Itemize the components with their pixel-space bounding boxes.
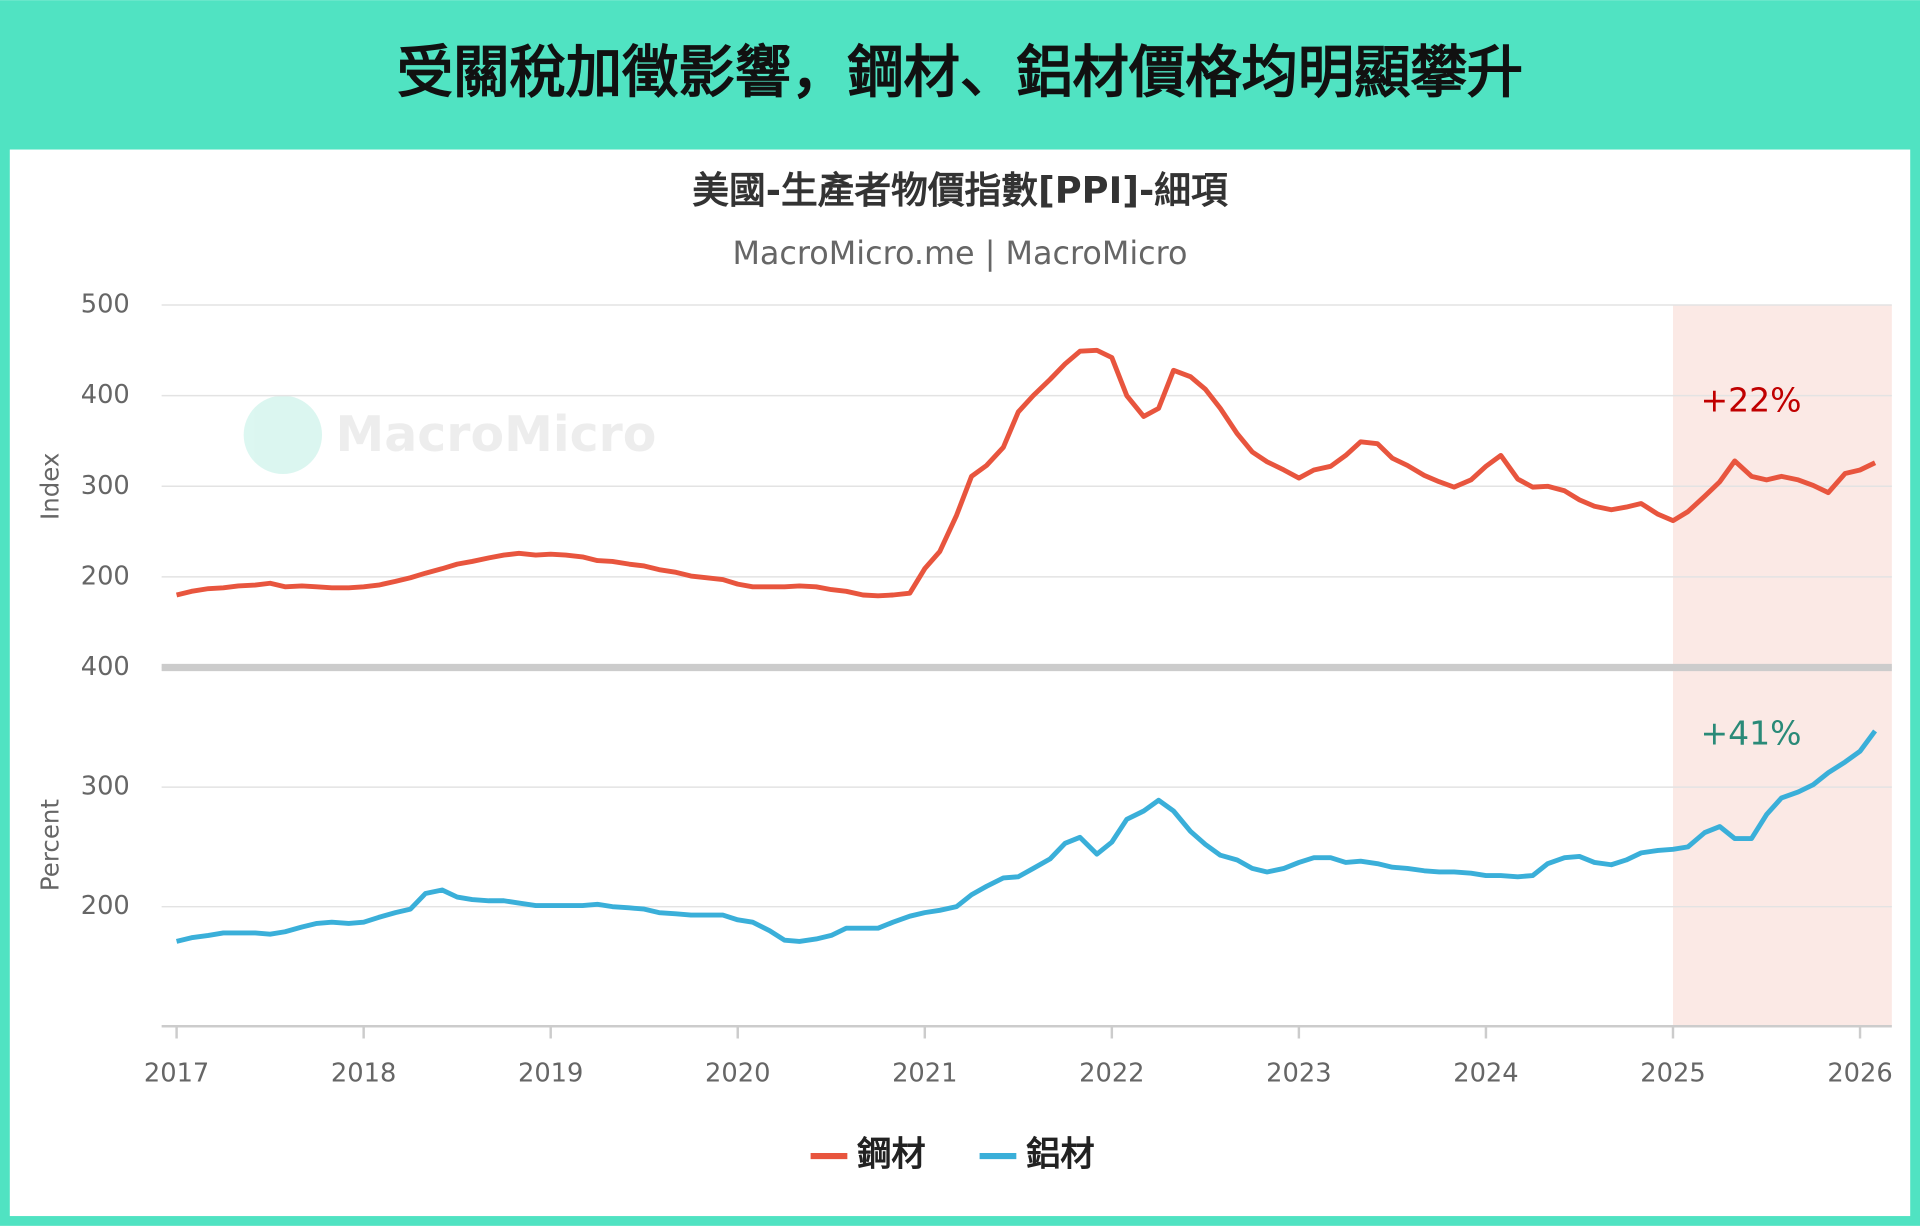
y-tick-label: 200 bbox=[81, 561, 130, 591]
y-tick-label: 300 bbox=[81, 772, 130, 802]
line-series bbox=[175, 729, 1878, 944]
x-tick-label: 2020 bbox=[705, 1059, 770, 1089]
header-title: 受關稅加徵影響，鋼材、鋁材價格均明顯攀升 bbox=[397, 41, 1523, 106]
y-tick-label: 200 bbox=[81, 891, 130, 921]
legend-label: 鋼材 bbox=[857, 1135, 926, 1175]
x-tick-label: 2017 bbox=[144, 1059, 209, 1089]
y-tick-label: 400 bbox=[81, 380, 130, 410]
x-tick-label: 2025 bbox=[1640, 1059, 1705, 1089]
watermark: MacroMicro bbox=[243, 395, 657, 475]
chart-subtitle: MacroMicro.me | MacroMicro bbox=[732, 234, 1187, 272]
annotation: +41% bbox=[1700, 713, 1801, 752]
y-tick-label: 400 bbox=[81, 652, 130, 682]
plot: 200 300 400 500 200 300 400 2017 2018 2019 2020 202… bbox=[81, 290, 1893, 1175]
x-tick-label: 2022 bbox=[1079, 1059, 1144, 1089]
x-tick-label: 2023 bbox=[1266, 1059, 1331, 1089]
x-tick-label: 2026 bbox=[1827, 1059, 1892, 1089]
watermark-text: MacroMicro bbox=[336, 406, 657, 463]
x-tick-label: 2024 bbox=[1453, 1059, 1518, 1089]
y-tick-label: 500 bbox=[81, 290, 130, 320]
y2-axis-title: Percent bbox=[35, 799, 64, 891]
panel bbox=[9, 149, 1911, 1217]
watermark-logo bbox=[243, 395, 323, 475]
x-tick-label: 2019 bbox=[518, 1059, 583, 1089]
y-tick-label: 300 bbox=[81, 471, 130, 501]
x-tick-label: 2018 bbox=[331, 1059, 396, 1089]
legend-label: 鋁材 bbox=[1026, 1135, 1095, 1175]
x-tick-label: 2021 bbox=[892, 1059, 957, 1089]
chart-title: 美國-生產者物價指數[PPI]-細項 bbox=[692, 169, 1228, 212]
y-axis-title: Index bbox=[35, 453, 64, 520]
line-series bbox=[175, 347, 1877, 599]
annotation: +22% bbox=[1700, 380, 1801, 419]
